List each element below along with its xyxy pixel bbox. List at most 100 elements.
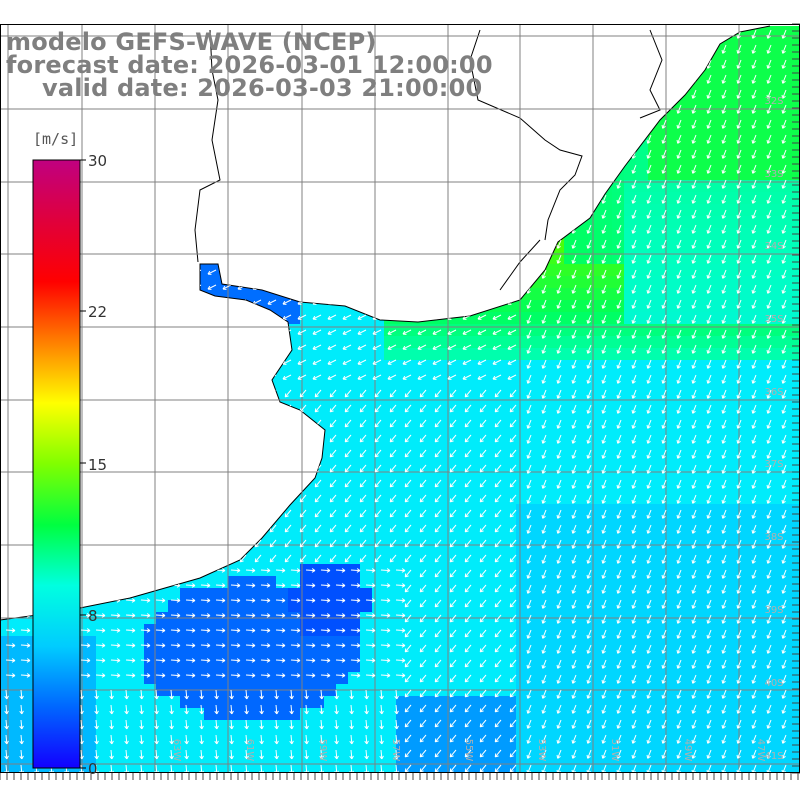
speed-cell: [0, 384, 13, 397]
speed-cell: [0, 276, 13, 289]
speed-cell: [324, 636, 337, 649]
speed-cell: [516, 528, 529, 541]
wind-arrow: [646, 59, 652, 69]
speed-cell: [708, 264, 721, 277]
speed-cell: [156, 348, 169, 361]
speed-cell: [720, 192, 733, 205]
wind-arrow: [417, 134, 427, 140]
speed-cell: [12, 192, 25, 205]
speed-cell: [540, 516, 553, 529]
speed-cell: [264, 168, 277, 181]
speed-cell: [456, 192, 469, 205]
speed-cell: [192, 456, 205, 469]
speed-cell: [84, 480, 97, 493]
speed-cell: [564, 588, 577, 601]
speed-cell: [624, 348, 637, 361]
wind-arrow: [312, 194, 322, 200]
speed-cell: [324, 600, 337, 613]
speed-cell: [600, 48, 613, 61]
speed-cell: [792, 576, 800, 589]
speed-cell: [648, 288, 661, 301]
speed-cell: [540, 48, 553, 61]
speed-cell: [324, 720, 337, 733]
speed-cell: [252, 132, 265, 145]
speed-cell: [780, 576, 793, 589]
speed-cell: [564, 708, 577, 721]
speed-cell: [672, 408, 685, 421]
speed-cell: [588, 48, 601, 61]
speed-cell: [288, 156, 301, 169]
speed-cell: [396, 264, 409, 277]
speed-cell: [756, 624, 769, 637]
speed-cell: [168, 324, 181, 337]
wind-arrow: [162, 164, 172, 170]
speed-cell: [780, 648, 793, 661]
speed-cell: [396, 456, 409, 469]
speed-cell: [636, 312, 649, 325]
speed-cell: [108, 384, 121, 397]
speed-cell: [744, 768, 757, 772]
speed-cell: [696, 732, 709, 745]
speed-cell: [708, 144, 721, 157]
speed-cell: [612, 84, 625, 97]
speed-cell: [216, 336, 229, 349]
speed-cell: [348, 240, 361, 253]
speed-cell: [384, 228, 397, 241]
speed-cell: [180, 396, 193, 409]
speed-cell: [672, 192, 685, 205]
speed-cell: [564, 132, 577, 145]
wind-arrow: [492, 59, 502, 65]
speed-cell: [12, 276, 25, 289]
speed-cell: [708, 708, 721, 721]
speed-cell: [468, 768, 481, 772]
speed-cell: [228, 156, 241, 169]
speed-cell: [240, 588, 253, 601]
speed-cell: [588, 324, 601, 337]
speed-cell: [396, 156, 409, 169]
speed-cell: [696, 636, 709, 649]
speed-cell: [744, 456, 757, 469]
speed-cell: [168, 456, 181, 469]
speed-cell: [444, 492, 457, 505]
speed-cell: [132, 312, 145, 325]
speed-cell: [12, 468, 25, 481]
speed-cell: [672, 444, 685, 457]
speed-cell: [168, 540, 181, 553]
wind-arrow: [676, 44, 682, 54]
speed-cell: [240, 600, 253, 613]
wind-arrow: [691, 29, 697, 39]
speed-cell: [156, 168, 169, 181]
speed-cell: [108, 708, 121, 721]
wind-arrow: [402, 134, 412, 140]
speed-cell: [324, 192, 337, 205]
speed-cell: [420, 696, 433, 709]
speed-cell: [696, 84, 709, 97]
wind-arrow: [447, 134, 457, 140]
speed-cell: [612, 72, 625, 85]
speed-cell: [240, 240, 253, 253]
speed-cell: [228, 504, 241, 517]
speed-cell: [252, 384, 265, 397]
speed-cell: [516, 456, 529, 469]
wind-arrow: [417, 164, 427, 170]
speed-cell: [744, 48, 757, 61]
speed-cell: [624, 132, 637, 145]
wind-arrow: [586, 59, 592, 69]
speed-cell: [96, 336, 109, 349]
speed-cell: [396, 516, 409, 529]
speed-cell: [756, 576, 769, 589]
speed-cell: [588, 228, 601, 241]
speed-cell: [480, 192, 493, 205]
speed-cell: [120, 324, 133, 337]
speed-cell: [132, 672, 145, 685]
speed-cell: [228, 672, 241, 685]
speed-cell: [252, 288, 265, 301]
speed-cell: [0, 636, 13, 649]
speed-cell: [792, 516, 800, 529]
speed-cell: [792, 360, 800, 373]
speed-cell: [516, 36, 529, 49]
speed-cell: [564, 48, 577, 61]
speed-cell: [576, 288, 589, 301]
speed-cell: [744, 648, 757, 661]
speed-cell: [0, 528, 13, 541]
